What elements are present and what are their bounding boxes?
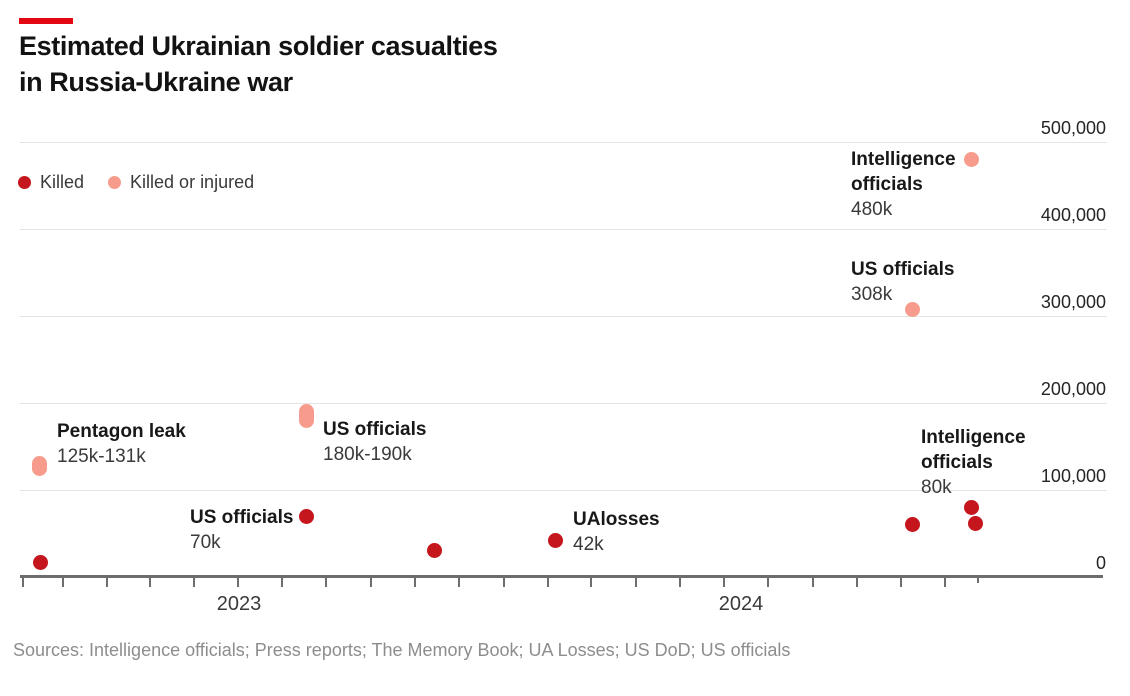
data-point-intelligence-officials bbox=[964, 500, 979, 515]
x-axis-tick bbox=[370, 578, 372, 587]
y-axis-label-500000: 500,000 bbox=[1040, 118, 1106, 138]
annotation-intelligence-officials-80k: Intelligence officials 80k bbox=[921, 425, 1026, 500]
annotation-label: US officials bbox=[190, 507, 294, 528]
x-axis-tick bbox=[590, 578, 592, 587]
y-axis-label-400000: 400,000 bbox=[1040, 205, 1106, 225]
annotation-value: 125k-131k bbox=[57, 446, 146, 467]
x-axis-tick bbox=[900, 578, 902, 587]
annotation-pentagon-leak: Pentagon leak 125k-131k bbox=[57, 419, 186, 469]
x-axis-line bbox=[20, 575, 1103, 578]
legend-label-killed: Killed bbox=[40, 172, 85, 192]
annotation-label: officials bbox=[851, 174, 923, 195]
x-axis-tick bbox=[856, 578, 858, 587]
legend-label-killed-or-injured: Killed or injured bbox=[130, 172, 255, 192]
data-point-range-us-officials bbox=[299, 404, 314, 428]
legend: Killed Killed or injured bbox=[18, 172, 254, 193]
annotation-us-officials-180k-190k: US officials 180k-190k bbox=[323, 417, 426, 467]
annotation-label: US officials bbox=[323, 419, 427, 440]
gridline-100000 bbox=[20, 490, 1107, 491]
data-point-us-officials bbox=[299, 509, 314, 524]
annotation-value: 480k bbox=[851, 199, 893, 220]
data-point-intelligence-officials bbox=[964, 152, 979, 167]
x-axis-tick bbox=[503, 578, 505, 587]
x-axis-tick bbox=[193, 578, 195, 587]
legend-item-killed-or-injured: Killed or injured bbox=[108, 172, 254, 193]
annotation-ualosses-42k: UAlosses 42k bbox=[573, 507, 660, 557]
annotation-label: Intelligence bbox=[851, 149, 956, 170]
annotation-value: 42k bbox=[573, 534, 604, 555]
data-point-us-officials bbox=[905, 302, 920, 317]
x-axis-tick bbox=[458, 578, 460, 587]
x-axis-tick bbox=[767, 578, 769, 587]
gridline-400000 bbox=[20, 229, 1107, 230]
legend-item-killed: Killed bbox=[18, 172, 84, 193]
chart-title: Estimated Ukrainian soldier casualties i… bbox=[19, 28, 498, 100]
sources-note: Sources: Intelligence officials; Press r… bbox=[13, 640, 791, 660]
data-point-unlabeled bbox=[968, 516, 983, 531]
x-axis-tick bbox=[62, 578, 64, 587]
x-axis-tick bbox=[944, 578, 946, 587]
annotation-label: Intelligence bbox=[921, 427, 1026, 448]
x-axis-tick bbox=[812, 578, 814, 587]
x-axis-tick bbox=[723, 578, 725, 587]
y-axis-label-300000: 300,000 bbox=[1040, 292, 1106, 312]
annotation-label: officials bbox=[921, 452, 993, 473]
annotation-label: US officials bbox=[851, 259, 955, 280]
x-axis-tick bbox=[22, 578, 24, 587]
x-axis-tick bbox=[325, 578, 327, 587]
annotation-label: Pentagon leak bbox=[57, 421, 186, 442]
killed-or-injured-dot-icon bbox=[108, 176, 122, 189]
annotation-value: 180k-190k bbox=[323, 444, 412, 465]
y-axis-label-0: 0 bbox=[1095, 553, 1106, 573]
annotation-value: 308k bbox=[851, 284, 893, 305]
y-axis-label-100000: 100,000 bbox=[1040, 466, 1106, 486]
x-axis-tick bbox=[149, 578, 151, 587]
chart-title-line1: Estimated Ukrainian soldier casualties bbox=[19, 31, 498, 61]
gridline-500000 bbox=[20, 142, 1107, 143]
annotation-value: 80k bbox=[921, 477, 952, 498]
annotation-value: 70k bbox=[190, 532, 221, 553]
x-axis-tick bbox=[237, 578, 239, 587]
annotation-us-officials-308k: US officials 308k bbox=[851, 257, 954, 307]
x-axis-label-2023: 2023 bbox=[216, 593, 262, 615]
data-point-ualosses bbox=[548, 533, 563, 548]
x-axis-label-2024: 2024 bbox=[718, 593, 764, 615]
data-point-unlabeled bbox=[905, 517, 920, 532]
annotation-label: UAlosses bbox=[573, 509, 660, 530]
gridline-200000 bbox=[20, 403, 1107, 404]
data-point-range-pentagon-leak bbox=[32, 456, 47, 476]
y-axis-label-200000: 200,000 bbox=[1040, 379, 1106, 399]
chart-title-line2: in Russia-Ukraine war bbox=[19, 67, 293, 97]
x-axis-tick bbox=[281, 578, 283, 587]
gridline-300000 bbox=[20, 316, 1107, 317]
accent-bar bbox=[19, 18, 73, 24]
x-axis-tick bbox=[414, 578, 416, 587]
x-axis-tick bbox=[679, 578, 681, 587]
data-point-unlabeled bbox=[33, 555, 48, 570]
x-axis-tick bbox=[635, 578, 637, 587]
x-axis-tick bbox=[547, 578, 549, 587]
annotation-us-officials-70k: US officials 70k bbox=[190, 505, 293, 555]
x-axis-tick-short bbox=[977, 578, 979, 583]
annotation-intelligence-officials-480k: Intelligence officials 480k bbox=[851, 147, 956, 222]
killed-dot-icon bbox=[18, 176, 31, 189]
x-axis-tick bbox=[106, 578, 108, 587]
data-point-unlabeled bbox=[427, 543, 442, 558]
